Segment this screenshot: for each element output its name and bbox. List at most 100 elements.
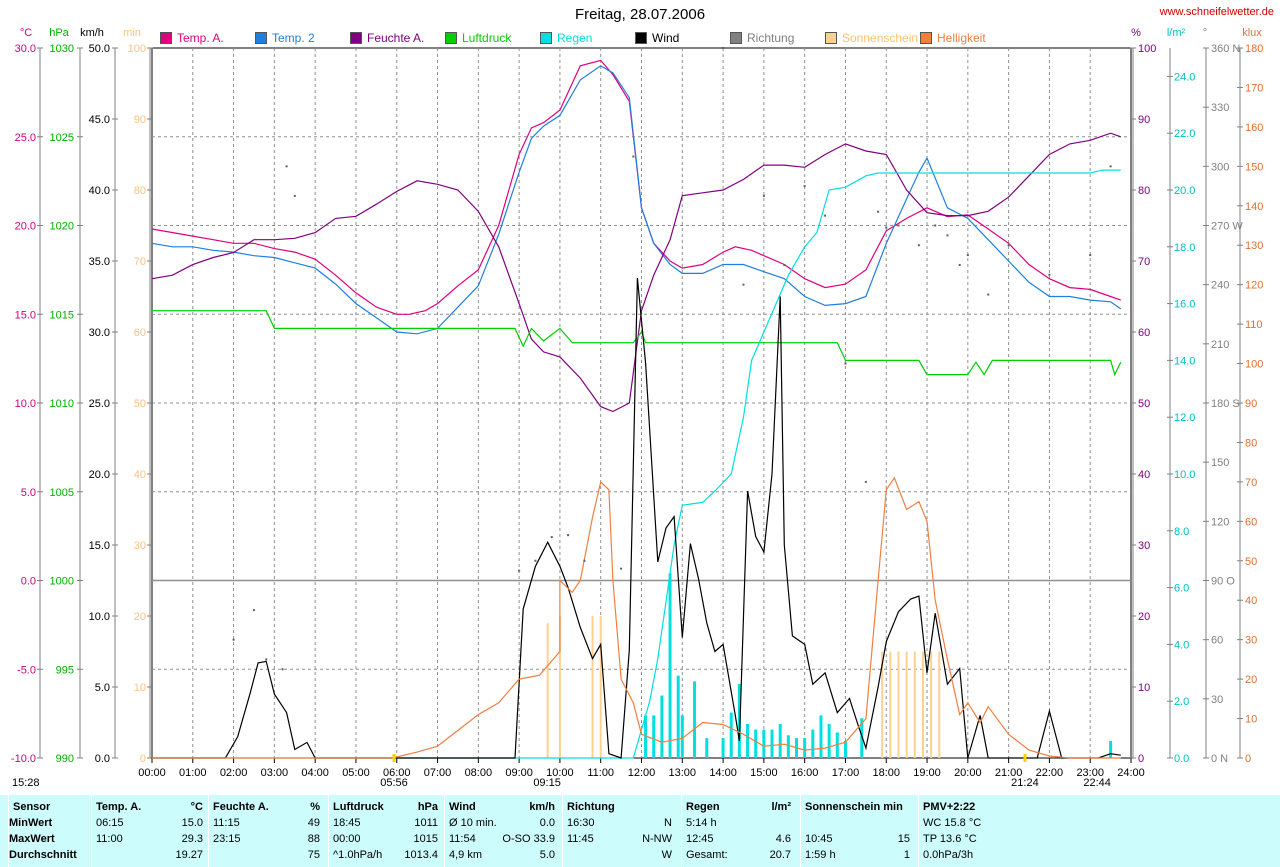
rain-axis-tick-label: 2.0 [1174, 696, 1189, 708]
x-tick-label: 06:00 [383, 767, 411, 779]
temp-axis-tick-label: 0.0 [21, 576, 36, 588]
footer-time: 4,9 km [449, 849, 483, 861]
legend-item: Temp. A. [160, 31, 224, 45]
direction-axis-tick-label: 120 [1211, 516, 1229, 528]
wind-axis-tick-label: 50.0 [89, 43, 110, 55]
wind-axis-tick-label: 45.0 [89, 114, 110, 126]
footer-unit: km/h [529, 801, 555, 813]
sunshine-axis-tick-label: 60 [134, 327, 146, 339]
sunshine-axis-tick-label: 90 [134, 114, 146, 126]
rain-axis-tick-label: 0.0 [1174, 753, 1189, 765]
footer-col-rain: Regen l/m² 5:14 h 12:45 4.6 Gesamt: 20.7 [681, 795, 795, 867]
legend-label: Temp. A. [177, 31, 224, 45]
direction-axis-tick-label: 30 [1211, 694, 1223, 706]
klux-axis-tick-label: 20 [1245, 674, 1257, 686]
klux-axis-tick-label: 80 [1245, 437, 1257, 449]
footer-time: 11:00 [96, 833, 123, 845]
footer-header: Richtung [567, 801, 615, 813]
x-tick-label: 24:00 [1117, 767, 1145, 779]
sunshine-axis-tick-label: 70 [134, 256, 146, 268]
pressure-axis-tick-label: 1020 [50, 221, 74, 233]
klux-axis-tick-label: 100 [1245, 359, 1263, 371]
page-title: Freitag, 28.07.2006 [574, 6, 706, 23]
footer-time: Ø 10 min. [449, 817, 497, 829]
footer-value: N [664, 817, 672, 829]
humidity-axis-tick-label: 60 [1138, 327, 1150, 339]
series-helligkeit [152, 476, 1121, 759]
wind-axis-tick-label: 25.0 [89, 398, 110, 410]
x-tick-label: 09:00 [505, 767, 533, 779]
legend-swatch [160, 32, 172, 44]
footer-header: Temp. A. [96, 801, 142, 813]
direction-point [534, 559, 537, 562]
temp-axis-tick-label: -10.0 [11, 753, 36, 765]
direction-point [783, 263, 786, 266]
legend-label: Richtung [747, 31, 795, 45]
legend-item: Richtung [730, 31, 794, 45]
footer-value: 88 [307, 833, 320, 845]
series-luftdruck [152, 310, 1122, 377]
sunshine-axis-tick-label: 0 [140, 753, 146, 765]
footer-value: W [661, 849, 672, 861]
rain-axis-tick-label: 22.0 [1174, 128, 1195, 140]
temp-axis-tick-label: -5.0 [17, 664, 36, 676]
wind-axis-tick-label: 40.0 [89, 185, 110, 197]
rain-axis-tick-label: 8.0 [1174, 526, 1189, 538]
footer-value: 1011 [414, 817, 438, 829]
direction-point [885, 226, 888, 229]
footer-time: 10:45 [805, 833, 833, 845]
klux-axis-tick-label: 160 [1245, 122, 1263, 134]
direction-axis-tick-label: 240 [1211, 280, 1229, 292]
footer-time: 00:00 [333, 833, 361, 845]
direction-point [824, 214, 827, 217]
rain-axis-tick-label: 12.0 [1174, 412, 1195, 424]
legend-item: Helligkeit [920, 31, 986, 45]
direction-point [285, 165, 288, 168]
x-tick-label: 18:00 [872, 767, 900, 779]
x-tick-label: 04:00 [301, 767, 329, 779]
x-tick-label: 13:00 [669, 767, 697, 779]
weather-chart: 30.025.020.015.010.05.00.0-5.0-10.010301… [11, 27, 1263, 789]
direction-point [722, 47, 725, 49]
x-tick-label: 05:00 [342, 767, 370, 779]
footer-col-pmv: PMV+2:22 WC 15.8 °C TP 13.6 °C 0.0hPa/3h [918, 795, 1029, 867]
legend-swatch [730, 32, 742, 44]
x-tick-label: 19:00 [913, 767, 941, 779]
site-url[interactable]: www.schneifelwetter.de [1159, 6, 1274, 18]
footer-pmv-value: WC 15.8 °C [923, 817, 982, 829]
pressure-axis-tick-label: 1010 [50, 398, 74, 410]
footer-time: Gesamt: [686, 849, 728, 861]
sunrise-time: 05:56 [380, 777, 408, 789]
direction-point [934, 224, 937, 227]
klux-axis-tick-label: 10 [1245, 714, 1257, 726]
moonset-time: 22:44 [1083, 777, 1111, 789]
footer-value: O-SO 33.9 [502, 833, 555, 845]
temp-unit: °C [20, 27, 32, 39]
direction-point [917, 244, 920, 247]
footer-time: 23:15 [213, 833, 241, 845]
direction-point [620, 567, 623, 570]
klux-axis-tick-label: 40 [1245, 595, 1257, 607]
wind-unit: km/h [80, 27, 104, 39]
footer-value: 20.7 [769, 849, 791, 861]
pressure-axis-tick-label: 1005 [50, 487, 74, 499]
rain-axis-tick-label: 18.0 [1174, 242, 1195, 254]
footer-value: 4.6 [775, 833, 791, 845]
footer-row-label: Durchschnitt [9, 849, 77, 861]
legend-item: Temp. 2 [255, 31, 315, 45]
footer-col-press: Luftdruck hPa 18:45 1011 00:00 1015 ^1.0hPa/h 1… [328, 795, 442, 867]
footer-unit: °C [190, 801, 203, 813]
direction-axis-tick-label: 90 O [1211, 576, 1235, 588]
legend-label: Regen [557, 31, 593, 45]
pressure-axis-tick-label: 1025 [50, 132, 74, 144]
humidity-axis-tick-label: 70 [1138, 256, 1150, 268]
humidity-axis-tick-label: 20 [1138, 611, 1150, 623]
x-tick-label: 12:00 [628, 767, 656, 779]
direction-point [762, 194, 765, 197]
footer-time: 18:45 [333, 817, 361, 829]
direction-point [265, 658, 268, 661]
direction-axis-tick-label: 0 N [1211, 753, 1228, 765]
wind-axis-tick-label: 5.0 [95, 682, 110, 694]
klux-axis-tick-label: 150 [1245, 161, 1263, 173]
temp-axis-tick-label: 10.0 [15, 398, 36, 410]
